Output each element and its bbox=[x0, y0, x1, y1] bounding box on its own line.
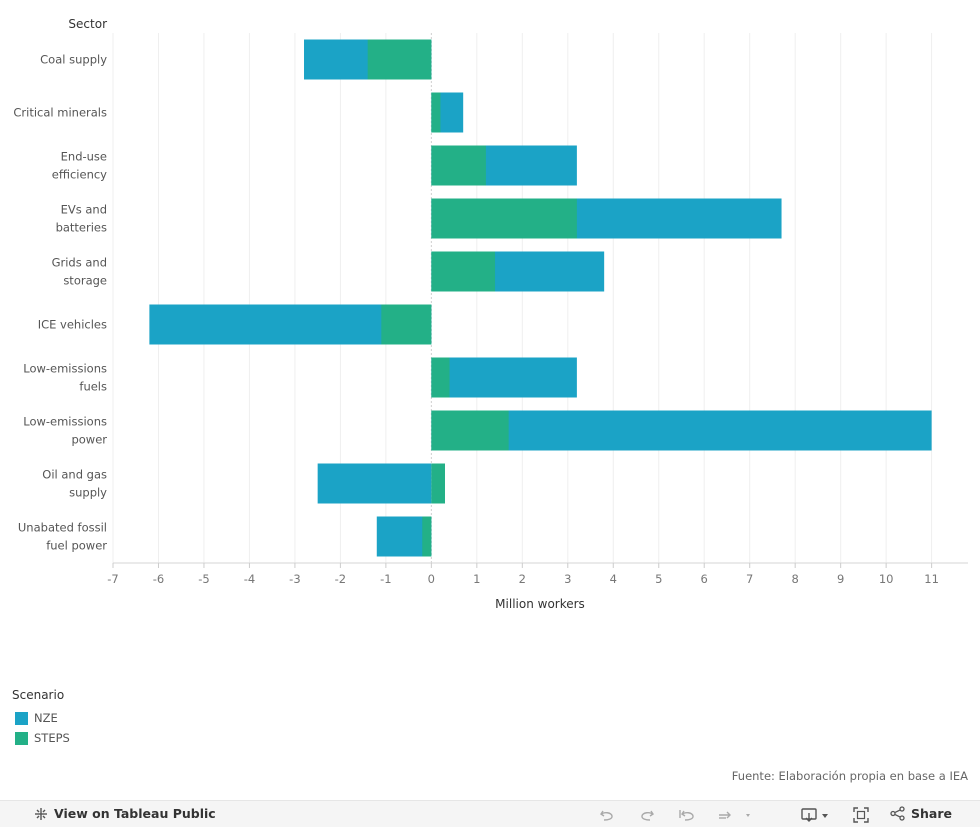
bar-steps-4[interactable] bbox=[431, 251, 496, 292]
legend-item-steps[interactable]: STEPS bbox=[12, 728, 70, 748]
bar-steps-5[interactable] bbox=[381, 304, 432, 345]
legend-label-steps: STEPS bbox=[34, 731, 70, 745]
bar-chart: Sector Coal supply Critical minerals End-u… bbox=[13, 17, 968, 611]
fullscreen-icon[interactable] bbox=[852, 806, 870, 824]
x-tick-label-6: -1 bbox=[380, 572, 391, 586]
x-tick-label-13: 6 bbox=[701, 572, 708, 586]
revert-icon[interactable] bbox=[678, 806, 696, 824]
x-tick-label-5: -2 bbox=[335, 572, 346, 586]
sector-label-6-line-1: fuels bbox=[79, 380, 107, 394]
share-button[interactable]: Share bbox=[890, 806, 952, 821]
y-axis-title: Sector bbox=[68, 17, 107, 31]
sector-label-2-line-0: End-use bbox=[61, 150, 107, 164]
bar-steps-9[interactable] bbox=[422, 516, 432, 557]
sector-label-1: Critical minerals bbox=[13, 106, 107, 120]
x-tick-label-18: 11 bbox=[924, 572, 939, 586]
x-tick-label-3: -4 bbox=[244, 572, 255, 586]
legend-swatch-steps bbox=[15, 731, 28, 745]
undo-icon[interactable] bbox=[598, 806, 616, 824]
sector-label-6-line-0: Low-emissions bbox=[23, 362, 107, 376]
sector-label-8-line-0: Oil and gas bbox=[42, 468, 107, 482]
sector-label-3-line-0: EVs and bbox=[61, 203, 107, 217]
gridlines bbox=[112, 33, 933, 563]
share-label: Share bbox=[911, 806, 952, 821]
x-tick-label-12: 5 bbox=[655, 572, 662, 586]
x-tick-label-11: 4 bbox=[610, 572, 617, 586]
x-axis-ticks: -7 -6 -5 -4 -3 -2 -1 0 1 2 3 4 5 6 7 8 9 10 11 bbox=[107, 563, 939, 586]
refresh-dropdown-icon[interactable] bbox=[716, 806, 756, 824]
bar-steps-6[interactable] bbox=[431, 357, 450, 398]
x-tick-label-1: -6 bbox=[153, 572, 164, 586]
sector-label-7-line-0: Low-emissions bbox=[23, 415, 107, 429]
legend-title: Scenario bbox=[12, 688, 65, 702]
sector-label-0: Coal supply bbox=[40, 53, 107, 67]
tableau-toolbar: View on Tableau Public Share bbox=[0, 800, 980, 827]
bar-steps-0[interactable] bbox=[367, 39, 432, 80]
x-tick-label-17: 10 bbox=[879, 572, 894, 586]
redo-icon[interactable] bbox=[638, 806, 656, 824]
bar-steps-7[interactable] bbox=[431, 410, 509, 451]
x-tick-label-4: -3 bbox=[289, 572, 300, 586]
x-tick-label-2: -5 bbox=[198, 572, 209, 586]
tableau-logo-icon bbox=[35, 807, 47, 820]
sector-label-9-line-0: Unabated fossil bbox=[18, 521, 107, 535]
x-tick-label-8: 1 bbox=[473, 572, 480, 586]
x-tick-label-14: 7 bbox=[746, 572, 753, 586]
legend-item-nze[interactable]: NZE bbox=[12, 708, 70, 728]
sector-label-9-line-1: fuel power bbox=[46, 539, 107, 553]
bars bbox=[149, 39, 932, 557]
view-on-tableau-public-link[interactable]: View on Tableau Public bbox=[34, 806, 216, 821]
sector-label-3-line-1: batteries bbox=[56, 221, 107, 235]
sector-label-4-line-0: Grids and bbox=[52, 256, 107, 270]
share-icon bbox=[890, 806, 905, 821]
sector-label-8-line-1: supply bbox=[69, 486, 107, 500]
sector-label-7-line-1: power bbox=[71, 433, 107, 447]
sector-labels: Coal supply Critical minerals End-use effic… bbox=[13, 53, 107, 553]
download-icon[interactable] bbox=[800, 806, 834, 824]
bar-steps-8[interactable] bbox=[431, 463, 445, 504]
x-tick-label-15: 8 bbox=[792, 572, 799, 586]
bar-steps-2[interactable] bbox=[431, 145, 486, 186]
sector-label-4-line-1: storage bbox=[63, 274, 107, 288]
sector-label-5: ICE vehicles bbox=[38, 318, 107, 332]
legend-label-nze: NZE bbox=[34, 711, 58, 725]
bar-nze-7[interactable] bbox=[431, 410, 932, 451]
legend-swatch-nze bbox=[15, 711, 28, 725]
source-note: Fuente: Elaboración propia en base a IEA bbox=[731, 769, 968, 783]
sector-label-2-line-1: efficiency bbox=[52, 168, 107, 182]
legend: Scenario NZE STEPS bbox=[12, 688, 70, 748]
bar-nze-6[interactable] bbox=[431, 357, 577, 398]
x-tick-label-10: 3 bbox=[564, 572, 571, 586]
x-tick-label-0: -7 bbox=[107, 572, 118, 586]
x-tick-label-9: 2 bbox=[519, 572, 526, 586]
bar-steps-1[interactable] bbox=[431, 92, 441, 133]
view-on-tableau-public-label: View on Tableau Public bbox=[54, 806, 216, 821]
x-tick-label-16: 9 bbox=[837, 572, 844, 586]
x-axis-title: Million workers bbox=[495, 597, 585, 611]
bar-steps-3[interactable] bbox=[431, 198, 577, 239]
bar-nze-8[interactable] bbox=[317, 463, 432, 504]
x-tick-label-7: 0 bbox=[428, 572, 435, 586]
